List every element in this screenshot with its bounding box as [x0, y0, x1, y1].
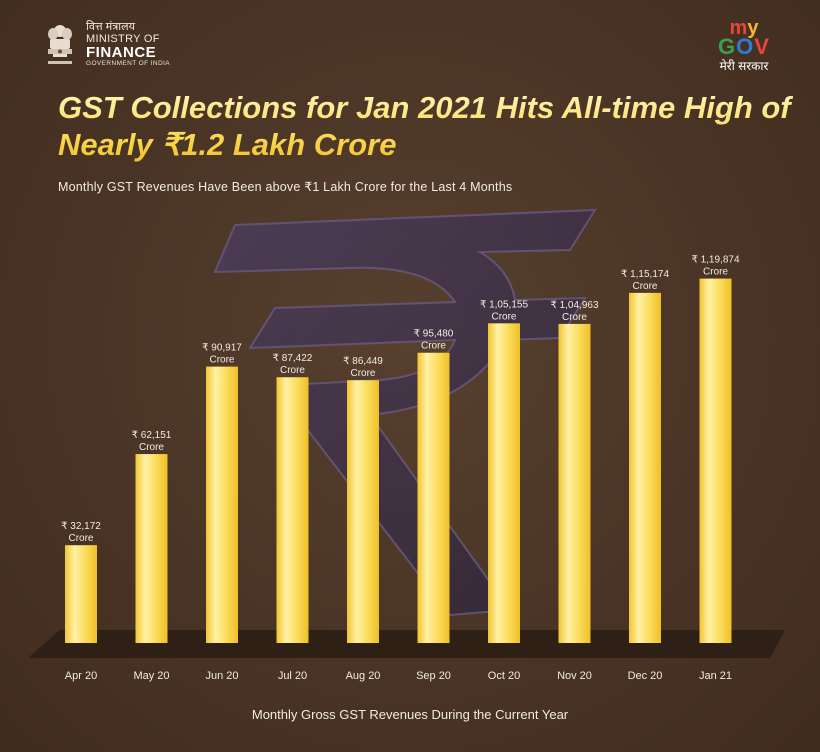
x-tick-label: Sep 20	[416, 670, 451, 682]
bar-value-label: ₹ 90,917	[202, 343, 242, 354]
bar-unit-label: Crore	[139, 442, 164, 453]
bar-nov-20	[558, 323, 591, 643]
mygov-tagline: मेरी सरकार	[719, 59, 769, 73]
x-tick-label: Dec 20	[628, 670, 663, 682]
bar-value-label: ₹ 1,05,155	[480, 299, 529, 310]
x-tick-label: Oct 20	[488, 670, 520, 682]
bar-may-20	[135, 454, 168, 643]
x-tick-label: May 20	[133, 670, 169, 682]
mygov-logo-gov: GOV	[718, 34, 770, 59]
bar-value-label: ₹ 62,151	[132, 430, 172, 441]
x-tick-label: Jun 20	[205, 670, 238, 682]
ministry-logo: वित्त मंत्रालय MINISTRY OF FINANCE GOVER…	[44, 20, 170, 70]
bar-jan-21	[699, 278, 732, 643]
x-tick-label: Jul 20	[278, 670, 307, 682]
page-subtitle: Monthly GST Revenues Have Been above ₹1 …	[58, 180, 513, 194]
bar-sep-20	[417, 352, 450, 643]
ministry-hindi-text: वित्त मंत्रालय	[86, 21, 135, 34]
bar-value-label: ₹ 95,480	[414, 329, 454, 340]
bar-value-label: ₹ 87,422	[273, 353, 313, 364]
bar-unit-label: Crore	[562, 312, 587, 323]
bar-unit-label: Crore	[350, 368, 375, 379]
bar-unit-label: Crore	[68, 533, 93, 544]
x-tick-label: Apr 20	[65, 670, 97, 682]
bar-value-label: ₹ 32,172	[61, 521, 101, 532]
bar-unit-label: Crore	[491, 311, 516, 322]
bar-unit-label: Crore	[421, 341, 446, 352]
bar-value-label: ₹ 1,19,874	[691, 255, 740, 266]
bar-aug-20	[347, 380, 379, 643]
mygov-logo-my: my	[729, 17, 759, 39]
bar-unit-label: Crore	[632, 281, 657, 292]
bar-unit-label: Crore	[209, 355, 234, 366]
bar-oct-20	[488, 323, 520, 643]
ashoka-emblem-icon	[48, 25, 72, 64]
x-tick-label: Jan 21	[699, 670, 732, 682]
mygov-logo: my GOV मेरी सरकार	[704, 18, 784, 72]
bar-jun-20	[206, 366, 238, 643]
x-tick-label: Aug 20	[346, 670, 381, 682]
bar-unit-label: Crore	[280, 365, 305, 376]
ministry-line3: GOVERNMENT OF INDIA	[86, 60, 171, 68]
x-tick-label: Nov 20	[557, 670, 592, 682]
bar-apr-20	[65, 545, 97, 643]
bar-unit-label: Crore	[703, 267, 728, 278]
bar-dec-20	[629, 292, 661, 643]
bar-value-label: ₹ 86,449	[343, 356, 383, 367]
bar-value-label: ₹ 1,15,174	[621, 269, 670, 280]
page-title: GST Collections for Jan 2021 Hits All-ti…	[58, 90, 798, 163]
bar-jul-20	[276, 377, 309, 643]
ministry-line1: MINISTRY OF	[86, 32, 160, 45]
rupee-watermark-icon	[213, 208, 597, 617]
chart-caption: Monthly Gross GST Revenues During the Cu…	[251, 707, 569, 722]
bar-value-label: ₹ 1,04,963	[550, 300, 599, 311]
ministry-line2: FINANCE	[86, 44, 157, 62]
